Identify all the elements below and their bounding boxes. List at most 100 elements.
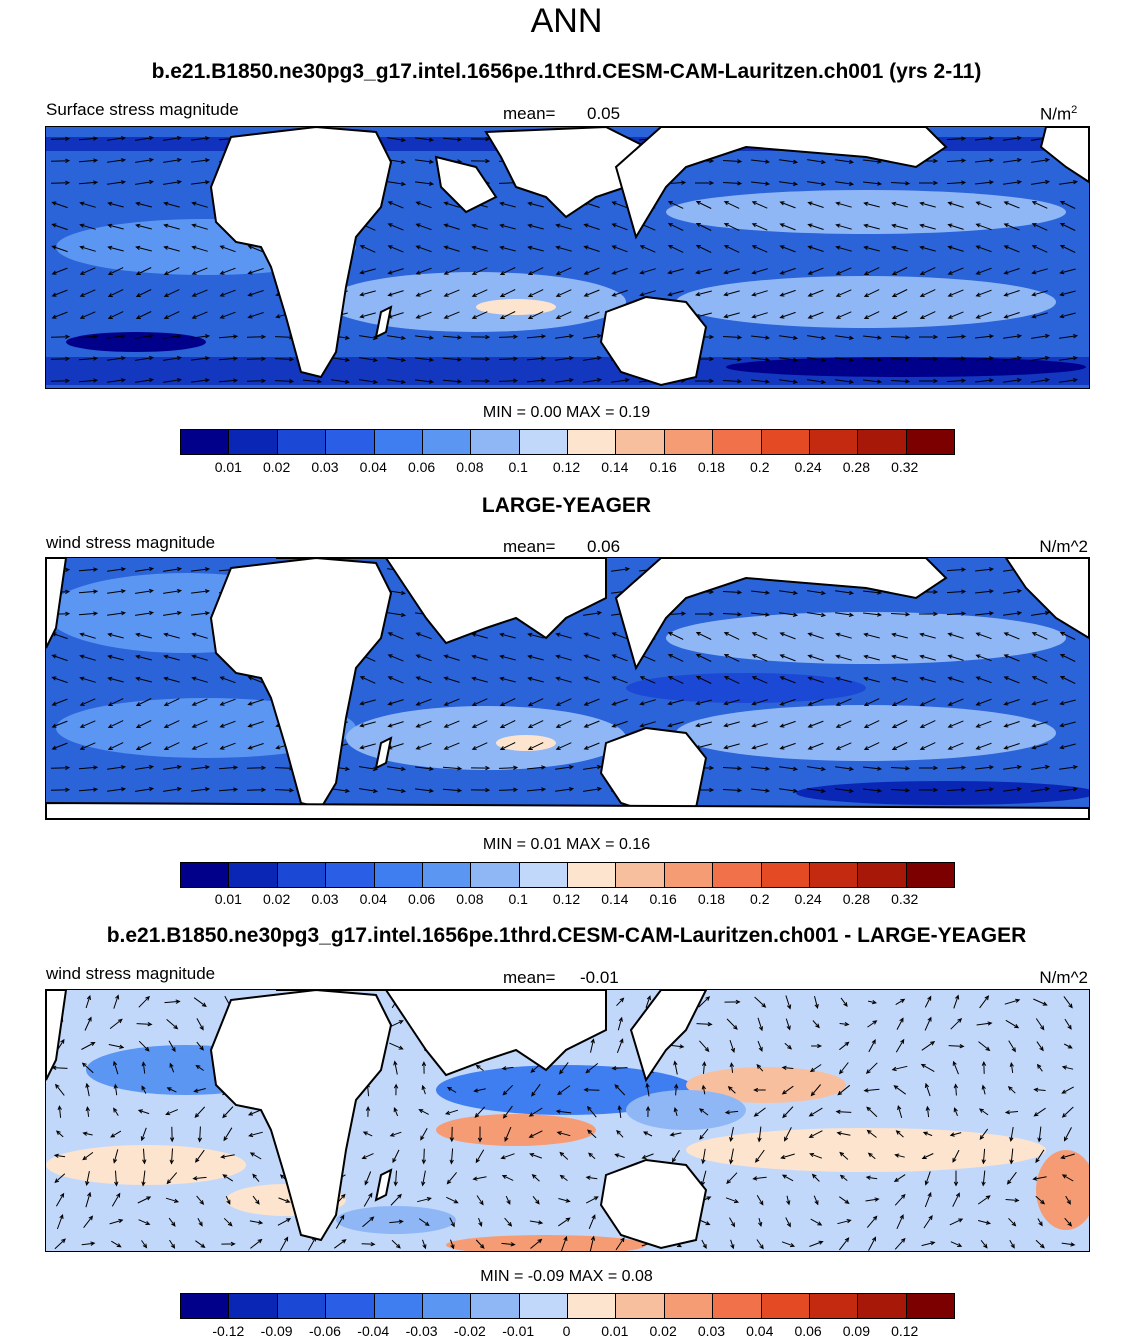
wind-vector-arrow <box>1031 312 1048 319</box>
wind-vector-arrow <box>583 245 600 252</box>
wind-vector-arrow <box>611 654 628 662</box>
colorbar-swatch <box>713 863 762 887</box>
colorbar-swatch <box>568 1294 617 1318</box>
wind-vector-arrow <box>1009 1148 1014 1165</box>
wind-vector-arrow <box>387 181 407 186</box>
colorbar-tick-label: 0.08 <box>456 459 484 475</box>
wind-vector-arrow <box>192 1176 207 1181</box>
wind-vector-arrow <box>387 290 404 297</box>
wind-vector-arrow <box>527 245 544 252</box>
wind-vector-arrow <box>135 786 155 792</box>
wind-vector-arrow <box>641 1153 654 1159</box>
wind-vector-arrow <box>169 1126 175 1143</box>
wind-vector-arrow <box>1059 201 1076 209</box>
wind-vector-arrow <box>1008 1217 1017 1227</box>
wind-vector-arrow <box>1037 1218 1043 1227</box>
wind-vector-arrow <box>51 223 68 231</box>
wind-vector-arrow <box>863 267 880 275</box>
wind-vector-arrow <box>113 1107 119 1116</box>
wind-vector-arrow <box>947 245 964 252</box>
colorbar-swatch <box>181 863 230 887</box>
wind-vector-arrow <box>695 721 712 728</box>
wind-vector-arrow <box>924 1016 932 1031</box>
colorbar-swatch <box>761 1294 810 1318</box>
colorbar-tick-label: -0.12 <box>212 1323 245 1339</box>
wind-vector-arrow <box>555 698 572 706</box>
wind-vector-arrow <box>835 223 852 230</box>
wind-vector-arrow <box>1031 764 1051 770</box>
wind-vector-arrow <box>866 1129 877 1138</box>
wind-vector-arrow <box>163 334 183 339</box>
wind-vector-arrow <box>107 611 127 616</box>
wind-vector-arrow <box>725 1197 740 1204</box>
wind-vector-arrow <box>667 201 684 209</box>
panel-1-mean-value: 0.05 <box>587 104 621 123</box>
wind-vector-arrow <box>611 567 631 572</box>
wind-vector-arrow <box>891 742 908 750</box>
wind-vector-arrow <box>196 1018 204 1031</box>
wind-vector-arrow <box>866 1215 878 1228</box>
wind-vector-arrow <box>415 379 435 384</box>
wind-vector-arrow <box>387 788 407 793</box>
wind-vector-arrow <box>925 1105 931 1118</box>
wind-vector-arrow <box>639 721 656 728</box>
wind-vector-arrow <box>1031 245 1048 253</box>
wind-vector-arrow <box>953 1083 959 1096</box>
wind-vector-arrow <box>55 1192 65 1207</box>
wind-vector-arrow <box>79 289 96 297</box>
wind-vector-arrow <box>499 289 516 297</box>
wind-vector-arrow <box>729 1217 736 1228</box>
wind-vector-arrow <box>163 158 183 163</box>
wind-vector-arrow <box>946 611 967 616</box>
wind-vector-arrow <box>919 245 936 252</box>
wind-vector-arrow <box>723 290 740 297</box>
wind-vector-arrow <box>107 654 124 661</box>
wind-vector-arrow <box>952 1192 960 1207</box>
wind-vector-arrow <box>779 632 796 640</box>
wind-vector-arrow <box>246 765 267 771</box>
wind-vector-arrow <box>1003 378 1023 383</box>
wind-vector-arrow <box>530 1238 543 1249</box>
wind-vector-arrow <box>946 180 967 185</box>
colorbar-swatch <box>858 430 907 454</box>
wind-vector-arrow <box>502 1084 514 1096</box>
wind-vector-arrow <box>528 1130 543 1138</box>
colorbar-tick-label: 0.12 <box>552 891 581 907</box>
wind-vector-arrow <box>751 699 768 706</box>
wind-vector-arrow <box>555 720 572 728</box>
wind-vector-arrow <box>191 611 211 616</box>
wind-vector-arrow <box>50 356 71 362</box>
wind-vector-arrow <box>1003 180 1023 185</box>
wind-vector-arrow <box>1059 699 1076 706</box>
wind-vector-arrow <box>780 1153 795 1160</box>
wind-vector-arrow <box>975 720 992 728</box>
wind-vector-arrow <box>193 997 207 1007</box>
wind-vector-arrow <box>698 996 711 1008</box>
wind-vector-arrow <box>191 765 211 770</box>
wind-vector-arrow <box>673 1083 679 1096</box>
wind-vector-arrow <box>751 654 768 662</box>
wind-vector-arrow <box>723 312 740 319</box>
wind-vector-arrow <box>667 699 684 706</box>
wind-vector-arrow <box>113 1083 118 1096</box>
wind-vector-arrow <box>470 787 491 793</box>
colorbar-tick-label: -0.02 <box>453 1323 486 1339</box>
wind-vector-arrow <box>811 1173 820 1182</box>
wind-vector-arrow <box>835 654 852 661</box>
wind-vector-arrow <box>163 289 180 297</box>
wind-vector-arrow <box>473 1088 486 1093</box>
wind-vector-arrow <box>135 610 155 616</box>
wind-vector-arrow <box>78 611 99 616</box>
wind-vector-arrow <box>839 1041 850 1051</box>
wind-vector-arrow <box>585 1175 598 1180</box>
colorbar-tick-label: 0.06 <box>407 891 436 907</box>
wind-vector-arrow <box>895 1038 905 1053</box>
wind-vector-arrow <box>978 1108 989 1116</box>
wind-vector-arrow <box>163 632 180 639</box>
wind-vector-arrow <box>836 1131 851 1136</box>
wind-vector-arrow <box>141 1240 148 1249</box>
wind-vector-arrow <box>1063 1043 1073 1049</box>
wind-vector-arrow <box>811 1043 823 1049</box>
wind-vector-arrow <box>415 289 432 297</box>
wind-vector-arrow <box>359 379 379 385</box>
